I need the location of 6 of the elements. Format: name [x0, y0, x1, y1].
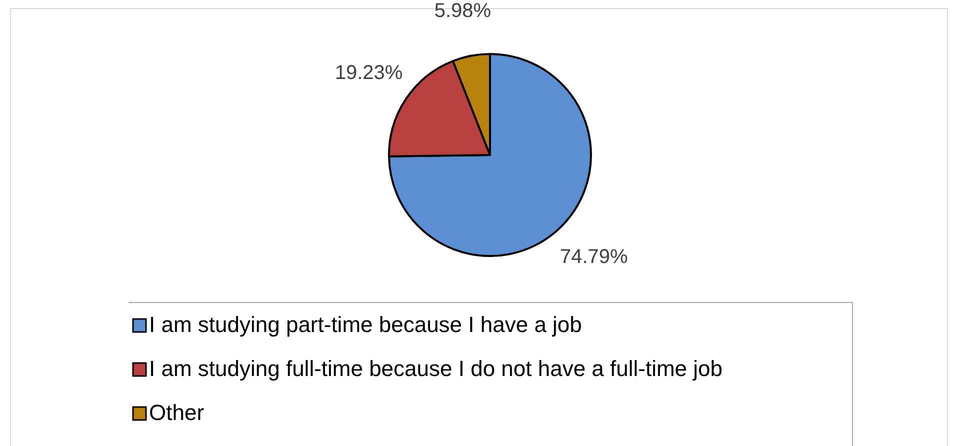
data-label: 74.79% — [560, 246, 628, 268]
data-label: 19.23% — [334, 62, 403, 84]
legend-label: I am studying full-time because I do not have a full-time job — [149, 356, 723, 381]
legend-label: I am studying part-time because I have a job — [149, 312, 582, 337]
data-label: 5.98% — [434, 0, 492, 22]
legend-label: Other — [149, 400, 204, 425]
